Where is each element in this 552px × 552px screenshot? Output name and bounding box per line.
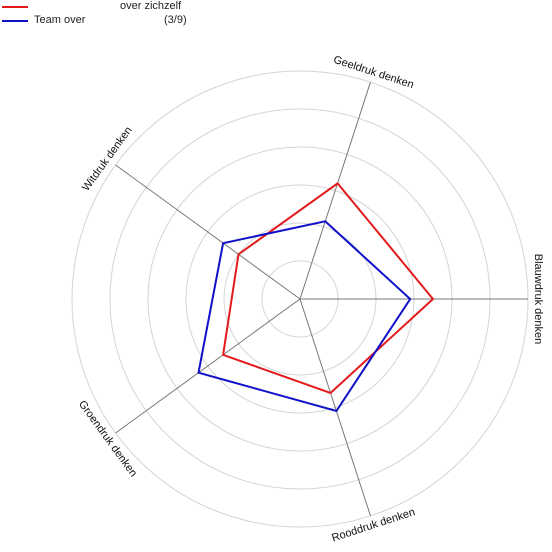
legend-label-team: Team over — [34, 14, 86, 26]
series-team-line — [197, 220, 412, 413]
series-self-line — [221, 182, 435, 395]
legend: over zichzelf Team over (3/9) — [0, 0, 260, 30]
axis-spoke — [115, 164, 301, 300]
axis-label: Geeldruk denken — [332, 54, 415, 91]
axis-spoke — [115, 298, 301, 434]
legend-swatch-red — [2, 6, 28, 8]
axis-label: Groendruk denken — [76, 398, 139, 479]
axis-spoke — [299, 82, 371, 300]
axis-spoke — [299, 298, 371, 516]
axis-label: Blauwdruk denken — [532, 254, 544, 345]
axis-label: Rooddruk denken — [330, 506, 416, 544]
legend-note-self: over zichzelf — [120, 0, 182, 12]
legend-swatch-blue — [2, 20, 28, 22]
legend-note-team: (3/9) — [164, 14, 187, 26]
axis-label: Witdruk denken — [80, 125, 135, 194]
